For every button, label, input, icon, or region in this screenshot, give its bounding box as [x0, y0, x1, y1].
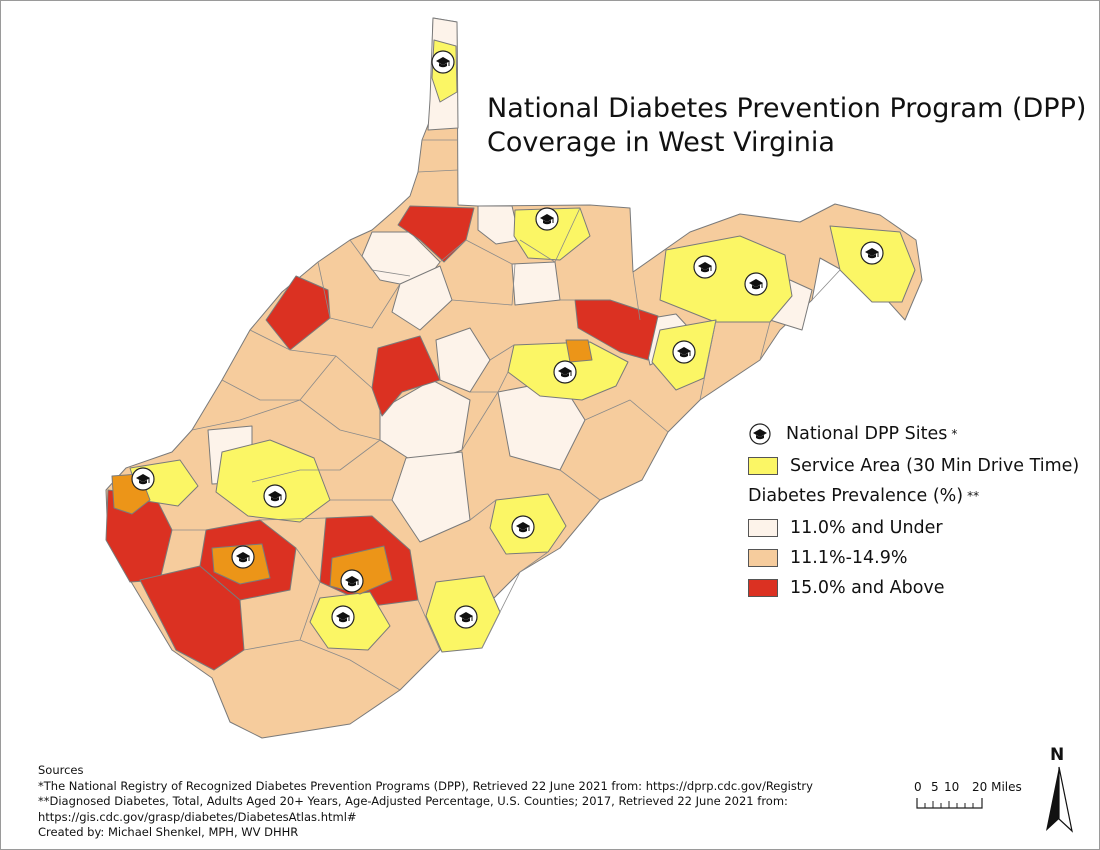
- dpp-site-icon[interactable]: [860, 241, 884, 265]
- title-line-1: National Diabetes Prevention Program (DP…: [487, 93, 1087, 124]
- title-line-2: Coverage in West Virginia: [487, 127, 835, 158]
- north-label: N: [1050, 745, 1065, 765]
- legend-class-low: 11.0% and Under: [748, 518, 943, 538]
- dpp-site-icon[interactable]: [263, 484, 287, 508]
- legend-class-low-label: 11.0% and Under: [790, 518, 943, 538]
- legend-class-mid-label: 11.1%-14.9%: [790, 548, 908, 568]
- dpp-site-icon[interactable]: [331, 605, 355, 629]
- legend-sites-mark: *: [951, 427, 958, 441]
- county-low: [435, 327, 491, 393]
- legend-class-high-label: 15.0% and Above: [790, 578, 945, 598]
- legend-sites-row: National DPP Sites *: [748, 422, 957, 446]
- legend-prevalence-mark: **: [967, 489, 980, 503]
- dpp-site-icon[interactable]: [231, 545, 255, 569]
- legend-prevalence-title: Diabetes Prevalence (%): [748, 486, 964, 506]
- dpp-site-icon[interactable]: [744, 272, 768, 296]
- sources-line-2: **Diagnosed Diabetes, Total, Adults Aged…: [38, 794, 788, 808]
- sources-credit: Created by: Michael Shenkel, MPH, WV DHH…: [38, 825, 299, 839]
- scale-bar-graphic: [916, 798, 983, 809]
- county-low: [477, 205, 521, 245]
- scale-tick-5: 5: [931, 780, 939, 794]
- sources-line-3: https://gis.cdc.gov/grasp/diabetes/Diabe…: [38, 809, 357, 824]
- dpp-site-icon[interactable]: [340, 569, 364, 593]
- scale-tick-0: 0: [914, 780, 922, 794]
- legend-class-high: 15.0% and Above: [748, 578, 945, 598]
- county-high: [397, 205, 475, 263]
- dpp-site-icon[interactable]: [672, 340, 696, 364]
- service-area: [215, 439, 331, 523]
- dpp-site-icon[interactable]: [553, 360, 577, 384]
- legend-class-mid: 11.1%-14.9%: [748, 548, 908, 568]
- sources-block: Sources *The National Registry of Recogn…: [38, 763, 813, 841]
- map-title: National Diabetes Prevention Program (DP…: [487, 92, 1086, 160]
- scale-tick-20: 20 Miles: [972, 780, 1022, 794]
- service-area-swatch: [748, 457, 778, 475]
- mid-swatch: [748, 549, 778, 567]
- low-swatch: [748, 519, 778, 537]
- graduation-cap-icon: [749, 423, 771, 445]
- legend-prevalence-heading: Diabetes Prevalence (%) **: [748, 486, 979, 506]
- scale-tick-10: 10: [944, 780, 960, 794]
- dpp-site-icon[interactable]: [431, 50, 455, 74]
- county-high: [574, 299, 659, 361]
- north-arrow-icon: [1046, 766, 1073, 833]
- high-swatch: [748, 579, 778, 597]
- service-area: [659, 235, 793, 323]
- dpp-site-icon[interactable]: [131, 467, 155, 491]
- sources-heading: Sources: [38, 763, 84, 777]
- county-high: [265, 275, 331, 351]
- legend-service-row: Service Area (30 Min Drive Time): [748, 456, 1079, 476]
- county-low: [391, 265, 453, 331]
- dpp-site-icon[interactable]: [535, 207, 559, 231]
- county-low: [391, 451, 471, 543]
- dpp-site-icon[interactable]: [454, 605, 478, 629]
- legend-sites-label: National DPP Sites: [786, 424, 948, 444]
- county-low: [511, 261, 561, 306]
- legend-service-label: Service Area (30 Min Drive Time): [790, 456, 1080, 476]
- service-overlap: [565, 339, 593, 363]
- sources-line-1: *The National Registry of Recognized Dia…: [38, 778, 813, 793]
- dpp-site-icon[interactable]: [693, 255, 717, 279]
- dpp-site-icon[interactable]: [511, 515, 535, 539]
